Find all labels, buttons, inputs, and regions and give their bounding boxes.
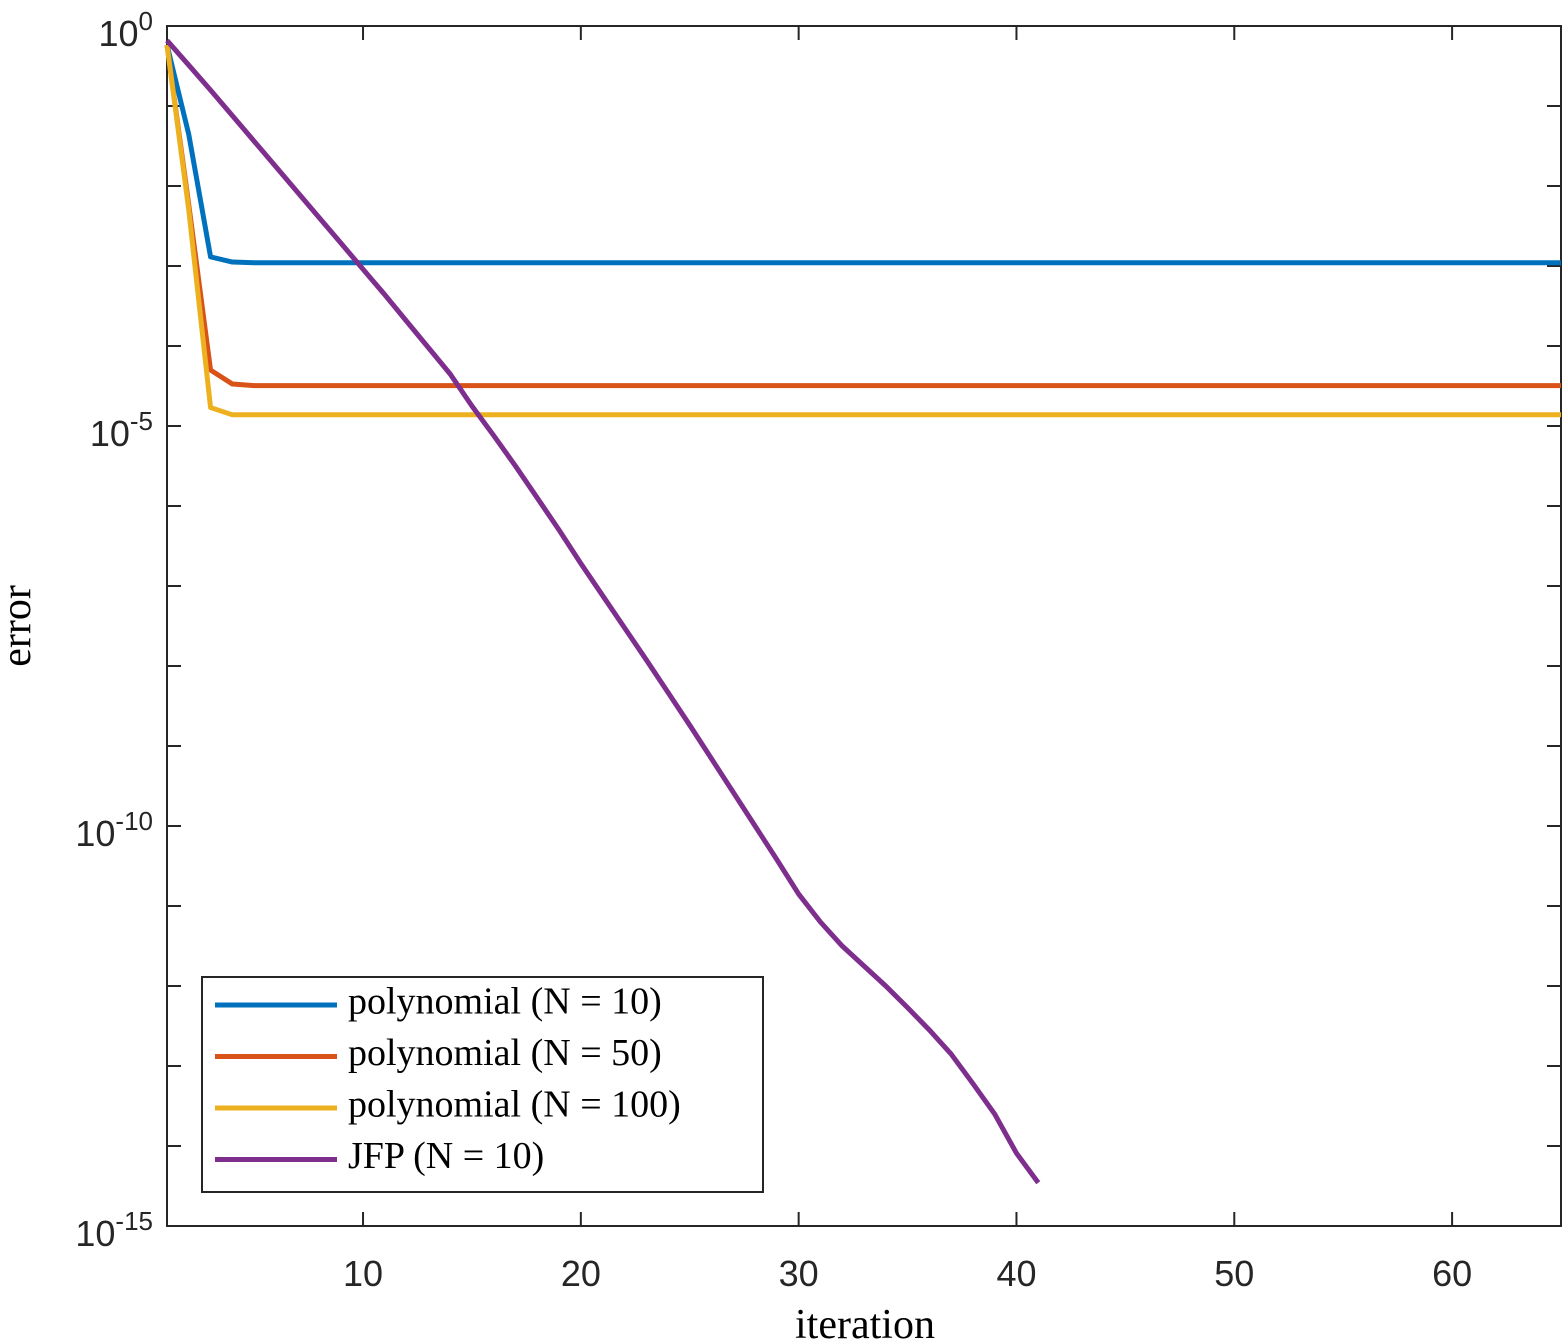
x-tick-label: 30: [779, 1253, 819, 1294]
data-line: [165, 38, 1041, 1185]
legend-label: polynomial (N = 10): [348, 981, 662, 1023]
legend-label: polynomial (N = 50): [348, 1032, 662, 1074]
x-tick-label: 50: [1214, 1253, 1254, 1294]
x-tick-label: 40: [996, 1253, 1036, 1294]
plot-frame: [166, 25, 1562, 1227]
y-tick-label: 10-15: [75, 1206, 153, 1254]
legend-label: JFP (N = 10): [348, 1135, 544, 1177]
y-tick-label: 10-10: [75, 806, 153, 854]
x-tick-label: 10: [343, 1253, 383, 1294]
data-line: [164, 44, 1561, 418]
x-axis-label: iteration: [795, 1302, 935, 1344]
y-axis-label: error: [0, 585, 40, 667]
data-line: [164, 44, 1561, 266]
y-tick-label: 100: [98, 6, 153, 54]
y-tick-label: 10-5: [90, 406, 153, 454]
legend-box: [201, 976, 764, 1193]
legend-label: polynomial (N = 100): [348, 1084, 681, 1126]
x-tick-label: 60: [1432, 1253, 1472, 1294]
data-line: [164, 44, 1561, 389]
x-tick-label: 20: [561, 1253, 601, 1294]
